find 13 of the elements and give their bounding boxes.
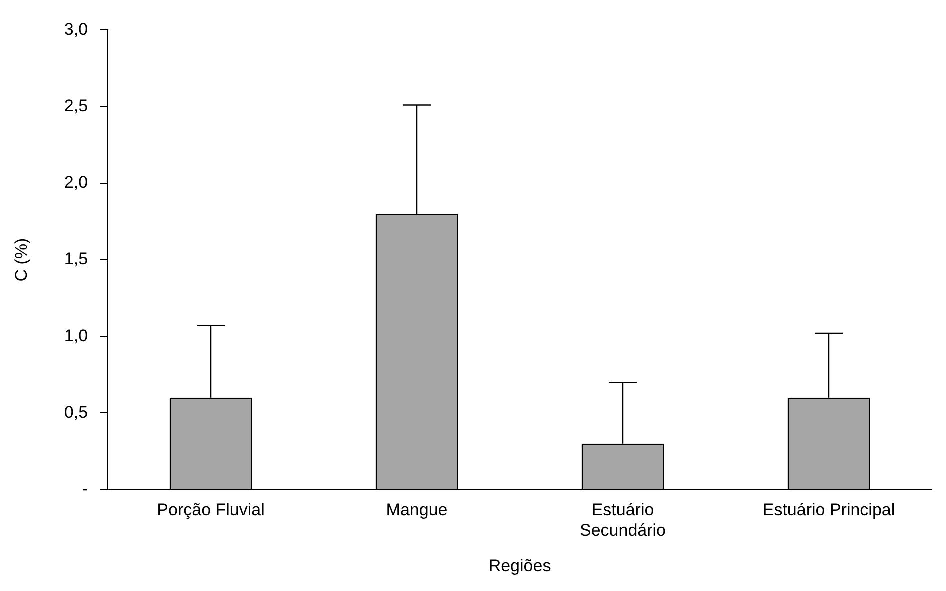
- y-tick-label: 3,0: [64, 20, 88, 39]
- x-tick-label: Porção Fluvial: [157, 500, 265, 520]
- y-tick-label: 1,5: [64, 250, 88, 269]
- x-tick-label: Estuário Principal: [762, 500, 896, 520]
- x-axis-title: Regiões: [488, 556, 552, 576]
- y-axis-title: C (%): [12, 238, 31, 282]
- y-tick-label: 0,5: [64, 402, 88, 422]
- y-tick-label: -: [82, 479, 88, 498]
- y-tick-label: 2,0: [64, 173, 88, 192]
- y-tick-label: 1,0: [64, 326, 88, 346]
- x-tick-label: Mangue: [386, 500, 448, 520]
- x-tick-label: Estuário Secundário: [580, 500, 666, 540]
- y-tick-label: 2,5: [64, 96, 88, 116]
